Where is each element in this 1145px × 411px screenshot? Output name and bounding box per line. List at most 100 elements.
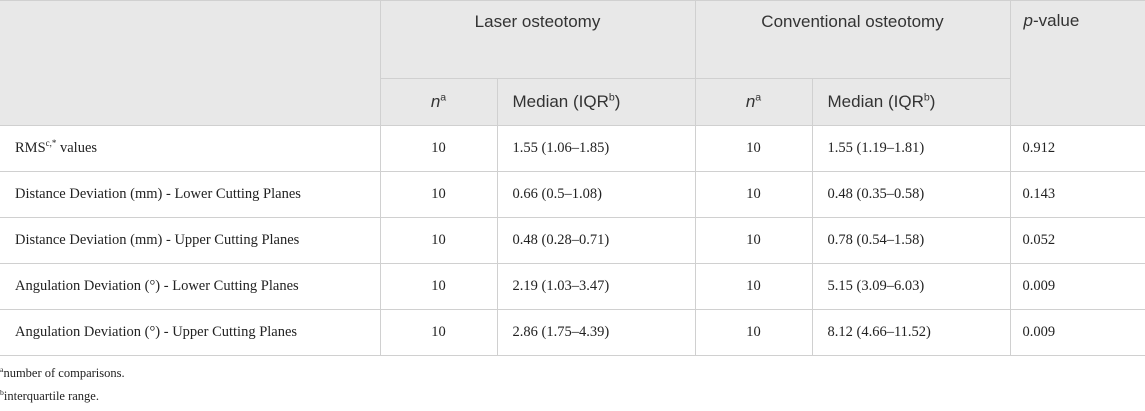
footnote: anumber of comparisons. xyxy=(0,362,1145,385)
sub-header: Median (IQRb) xyxy=(496,78,696,126)
table-cell: 0.48 (0.35–0.58) xyxy=(812,171,1011,218)
header-row: Laser osteotomy Conventional osteotomy p-v… xyxy=(0,0,1145,126)
text: values xyxy=(56,140,98,156)
italic-text: n xyxy=(430,92,441,111)
text: 10 xyxy=(746,186,761,202)
text: Angulation Deviation (°) - Lower Cutting… xyxy=(15,278,299,294)
footnotes: anumber of comparisons. binterquartile ra… xyxy=(0,356,1145,411)
table-cell: 2.86 (1.75–4.39) xyxy=(497,309,696,356)
text: RMS xyxy=(15,140,46,156)
group-title: Laser osteotomy xyxy=(438,11,638,33)
sup-text: a xyxy=(755,91,762,104)
row-label: Angulation Deviation (°) - Upper Cutting… xyxy=(0,309,381,356)
header-cell xyxy=(0,0,381,126)
results-table: Laser osteotomy Conventional osteotomy p-v… xyxy=(0,0,1145,356)
row-label: RMSc,* values xyxy=(0,125,381,172)
text: 5.15 (3.09–6.03) xyxy=(827,278,925,294)
table-row: RMSc,* values 10 1.55 (1.06–1.85) 10 1.55 (1… xyxy=(0,125,1145,172)
text: 0.66 (0.5–1.08) xyxy=(512,186,602,202)
table-cell: 2.19 (1.03–3.47) xyxy=(497,263,696,310)
text: 0.48 (0.35–0.58) xyxy=(827,186,925,202)
sup-text: b xyxy=(923,91,930,104)
table-cell: 1.55 (1.19–1.81) xyxy=(812,125,1011,172)
sup-text: a xyxy=(440,91,447,104)
p-value-header: p-value xyxy=(1009,0,1145,126)
table-cell: 10 xyxy=(695,125,813,172)
table-cell: 1.55 (1.06–1.85) xyxy=(497,125,696,172)
table-cell: 0.009 xyxy=(1010,263,1145,310)
table-cell: 0.78 (0.54–1.58) xyxy=(812,217,1011,264)
text: Conventional osteotomy xyxy=(761,12,944,31)
sub-header: na xyxy=(379,78,498,126)
table-header: Laser osteotomy Conventional osteotomy p-v… xyxy=(0,0,1145,126)
sub-header: Median (IQRb) xyxy=(811,78,1011,126)
text: 0.143 xyxy=(1022,186,1056,202)
text: 2.19 (1.03–3.47) xyxy=(512,278,610,294)
sup-text: a xyxy=(0,364,4,374)
row-label: Distance Deviation (mm) - Lower Cutting … xyxy=(0,171,381,218)
italic-text: n xyxy=(745,92,756,111)
table-cell: 10 xyxy=(695,171,813,218)
footnote: croot mean square, *comparative study (M… xyxy=(0,407,1145,411)
table-body: RMSc,* values 10 1.55 (1.06–1.85) 10 1.55 (1… xyxy=(0,125,1145,356)
italic-text: p xyxy=(1023,11,1033,30)
text: 0.78 (0.54–1.58) xyxy=(827,232,925,248)
table-cell: 0.009 xyxy=(1010,309,1145,356)
text: 10 xyxy=(431,232,446,248)
text: interquartile range. xyxy=(3,388,99,403)
table-cell: 0.912 xyxy=(1010,125,1145,172)
text: 1.55 (1.06–1.85) xyxy=(512,140,610,156)
text: 0.009 xyxy=(1022,324,1056,340)
table-cell: 0.052 xyxy=(1010,217,1145,264)
header-row: na Median (IQRb) na Median (IQRb) xyxy=(0,78,1145,126)
table-row: Angulation Deviation (°) - Lower Cutting… xyxy=(0,263,1145,310)
sup-text: c,* xyxy=(45,138,57,149)
text: 10 xyxy=(431,140,446,156)
text: Laser osteotomy xyxy=(474,12,601,31)
text: 10 xyxy=(431,324,446,340)
text: 1.55 (1.19–1.81) xyxy=(827,140,925,156)
table-cell: 0.143 xyxy=(1010,171,1145,218)
group-header: Conventional osteotomy xyxy=(694,0,1011,79)
table-cell: 0.48 (0.28–0.71) xyxy=(497,217,696,264)
text: -value xyxy=(1032,11,1080,30)
sup-text: b xyxy=(608,91,615,104)
table-row: Angulation Deviation (°) - Upper Cutting… xyxy=(0,309,1145,356)
table-row: Distance Deviation (mm) - Lower Cutting … xyxy=(0,171,1145,218)
text: 0.48 (0.28–0.71) xyxy=(512,232,610,248)
table-cell: 10 xyxy=(380,217,498,264)
table-cell: 5.15 (3.09–6.03) xyxy=(812,263,1011,310)
table-cell: 8.12 (4.66–11.52) xyxy=(812,309,1011,356)
text: 10 xyxy=(746,278,761,294)
text: Angulation Deviation (°) - Upper Cutting… xyxy=(15,324,298,340)
text: Median (IQR xyxy=(512,92,609,111)
text: number of comparisons. xyxy=(3,366,125,380)
footnote: binterquartile range. xyxy=(0,385,1145,408)
text: 10 xyxy=(431,186,446,202)
table-cell: 0.66 (0.5–1.08) xyxy=(497,171,696,218)
table-cell: 10 xyxy=(380,171,498,218)
text: 0.912 xyxy=(1022,140,1056,156)
table-cell: 10 xyxy=(380,125,498,172)
text: 0.052 xyxy=(1022,232,1056,248)
table-row: Distance Deviation (mm) - Upper Cutting … xyxy=(0,217,1145,264)
text: ) xyxy=(614,92,621,111)
group-header: Laser osteotomy xyxy=(379,0,696,79)
row-label: Distance Deviation (mm) - Upper Cutting … xyxy=(0,217,381,264)
row-label: Angulation Deviation (°) - Lower Cutting… xyxy=(0,263,381,310)
text: 10 xyxy=(746,324,761,340)
table-cell: 10 xyxy=(380,263,498,310)
text: 2.86 (1.75–4.39) xyxy=(512,324,610,340)
table-cell: 10 xyxy=(380,309,498,356)
text: Distance Deviation (mm) - Lower Cutting … xyxy=(15,186,301,202)
text: Distance Deviation (mm) - Upper Cutting … xyxy=(15,232,300,248)
table-cell: 10 xyxy=(695,309,813,356)
text: 10 xyxy=(431,278,446,294)
sup-text: b xyxy=(0,387,4,397)
text: 0.009 xyxy=(1022,278,1056,294)
text: 10 xyxy=(746,140,761,156)
sub-header: na xyxy=(694,78,813,126)
text: 8.12 (4.66–11.52) xyxy=(827,324,931,340)
text: ) xyxy=(929,92,936,111)
